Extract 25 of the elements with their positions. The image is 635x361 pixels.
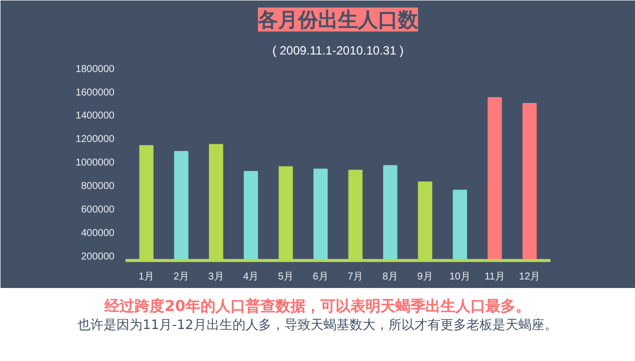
x-tick-label: 11月 bbox=[484, 272, 505, 282]
x-tick-label: 10月 bbox=[449, 272, 470, 282]
x-tick-label: 6月 bbox=[312, 272, 328, 282]
text: 经过跨度20年的人口普查数据，可以表明天蝎季出生人口最多。 bbox=[103, 296, 532, 317]
x-tick-label: 7月 bbox=[348, 272, 364, 282]
x-tick-label: 8月 bbox=[382, 272, 398, 282]
chart-subtitle: ( 2009.11.1-2010.10.31 ) bbox=[272, 44, 404, 58]
y-tick-label: 1200000 bbox=[76, 134, 115, 146]
y-tick-label: 1000000 bbox=[76, 158, 115, 169]
x-tick-label: 1月 bbox=[138, 272, 154, 282]
x-tick-label: 5月 bbox=[278, 272, 294, 282]
x-tick-label: 12月 bbox=[519, 272, 540, 282]
x-tick-label: 9月 bbox=[417, 272, 433, 282]
x-tick-label: 2月 bbox=[173, 272, 190, 282]
y-tick-label: 600000 bbox=[81, 204, 115, 216]
y-tick-label: 200000 bbox=[81, 251, 115, 262]
chart-title: 各月份出生人口数 bbox=[257, 8, 419, 32]
x-tick-label: 3月 bbox=[208, 272, 224, 282]
y-tick-label: 1400000 bbox=[76, 110, 115, 122]
y-tick-label: 1800000 bbox=[76, 64, 115, 75]
y-tick-label: 1600000 bbox=[76, 87, 115, 98]
x-tick-label: 4月 bbox=[243, 272, 259, 282]
y-tick-label: 800000 bbox=[81, 181, 115, 192]
y-tick-label: 400000 bbox=[81, 228, 115, 239]
text: 也许是因为11月-12月出生的人多，导致天蝎基数大，所以才有更多老板是天蝎座。 bbox=[76, 317, 558, 335]
